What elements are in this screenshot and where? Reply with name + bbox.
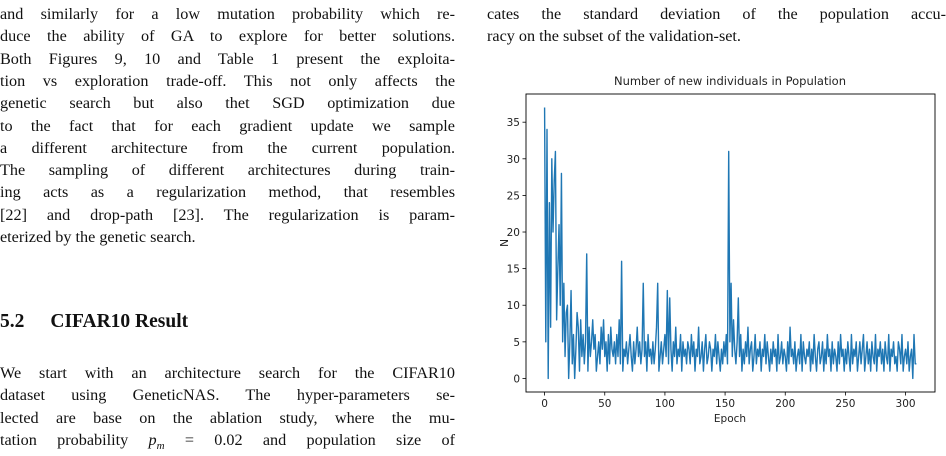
y-tick-label: 5 xyxy=(513,337,520,349)
x-tick-label: 50 xyxy=(598,398,611,410)
text-line: cates the standard deviation of the popu… xyxy=(487,5,946,23)
text-line: tation probability pm = 0.02 and populat… xyxy=(0,430,455,456)
text-line: lected are base on the ablation study, w… xyxy=(0,408,455,427)
math-sub: m xyxy=(156,440,165,453)
text-line: dataset using GeneticNAS. The hyper-para… xyxy=(0,386,455,405)
x-axis-label: Epoch xyxy=(714,413,746,425)
text-line: racy on the subset of the validation-set… xyxy=(487,27,741,46)
chart-title: Number of new individuals in Population xyxy=(614,74,846,88)
text-line: genetic search but also thet SGD optimiz… xyxy=(0,94,455,113)
text-line: eterized by the genetic search. xyxy=(0,228,196,246)
text-line: to the fact that for each gradient updat… xyxy=(0,116,455,135)
text-line: Both Figures 9, 10 and Table 1 present t… xyxy=(0,49,455,68)
x-tick-label: 100 xyxy=(655,398,675,410)
text-line: tion vs exploration trade-off. This not … xyxy=(0,71,455,90)
section-number: 5.2 xyxy=(0,311,25,332)
section-heading: 5.2 CIFAR10 Result xyxy=(0,311,188,333)
x-tick-label: 0 xyxy=(541,398,548,410)
text-line: and similarly for a low mutation probabi… xyxy=(0,5,455,23)
data-line xyxy=(543,107,917,380)
y-tick-label: 0 xyxy=(513,373,520,385)
y-tick-label: 25 xyxy=(507,190,520,202)
y-tick-label: 35 xyxy=(507,117,520,129)
text-line: [22] and drop-path [23]. The regularizat… xyxy=(0,205,455,224)
section-title: CIFAR10 Result xyxy=(50,311,189,332)
y-tick-label: 15 xyxy=(507,264,520,276)
plot-frame xyxy=(525,93,936,393)
x-tick-label: 300 xyxy=(896,398,916,410)
x-tick-label: 150 xyxy=(715,398,735,410)
y-axis-label: N xyxy=(499,239,511,247)
text-line: a different architecture from the curren… xyxy=(0,138,455,157)
y-tick-label: 10 xyxy=(507,300,520,312)
text: = 0.02 and population size of xyxy=(184,431,455,449)
text-line: We start with an architecture search for… xyxy=(0,364,455,382)
math-var: p xyxy=(148,431,157,449)
y-tick-label: 30 xyxy=(507,154,520,166)
x-tick-label: 250 xyxy=(835,398,855,410)
text-line: The sampling of different architectures … xyxy=(0,161,455,180)
text: tation probability xyxy=(0,431,129,449)
x-tick-label: 200 xyxy=(775,398,795,410)
text-line: duce the ability of GA to explore for be… xyxy=(0,27,455,46)
y-tick-label: 20 xyxy=(507,227,520,239)
text-line: ing acts as a regularization method, tha… xyxy=(0,183,455,202)
